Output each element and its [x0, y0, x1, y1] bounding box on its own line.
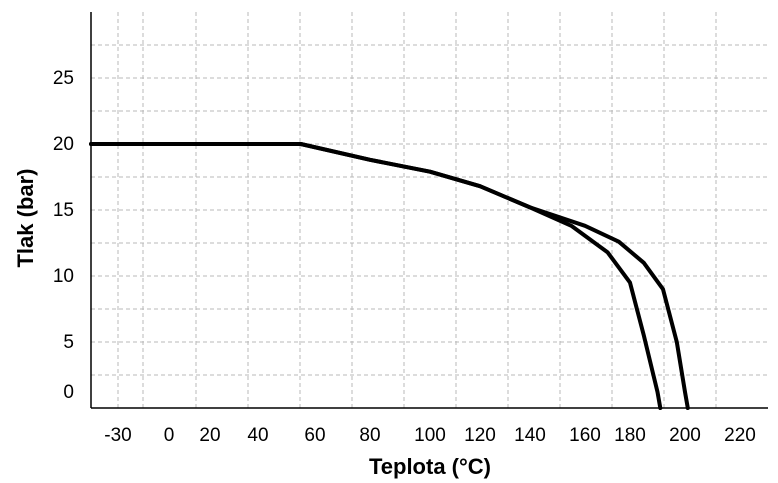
x-tick-label: 180: [614, 425, 646, 446]
x-tick-label: 60: [304, 425, 325, 446]
x-tick-label: 0: [164, 425, 175, 446]
x-tick-label: 100: [414, 425, 446, 446]
x-tick-label: 40: [247, 425, 268, 446]
series-layer: [89, 142, 690, 410]
x-tick-label: 140: [514, 425, 546, 446]
x-axis-title: Teplota (°C): [369, 454, 491, 479]
y-tick-label: 25: [53, 68, 74, 89]
y-tick-label: 15: [53, 200, 74, 221]
x-tick-label: 200: [669, 425, 701, 446]
axis-layer: [90, 12, 768, 409]
x-tick-label: 20: [199, 425, 220, 446]
series-line-2: [89, 142, 690, 410]
y-tick-label: 20: [53, 134, 74, 155]
y-axis-title: Tlak (bar): [13, 168, 38, 267]
grid-layer: [91, 12, 768, 408]
y-tick-label: 0: [63, 382, 74, 403]
y-tick-label: 5: [63, 332, 74, 353]
tick-layer: -30 0 20 40 60 80 100 120 140 160 180 200 220 0 5 10 15 2…: [53, 68, 756, 446]
x-tick-label: 220: [724, 425, 756, 446]
x-tick-label: 120: [464, 425, 496, 446]
y-tick-label: 10: [53, 266, 74, 287]
x-tick-label: 80: [359, 425, 380, 446]
x-tick-label: -30: [104, 425, 131, 446]
x-tick-label: 160: [569, 425, 601, 446]
